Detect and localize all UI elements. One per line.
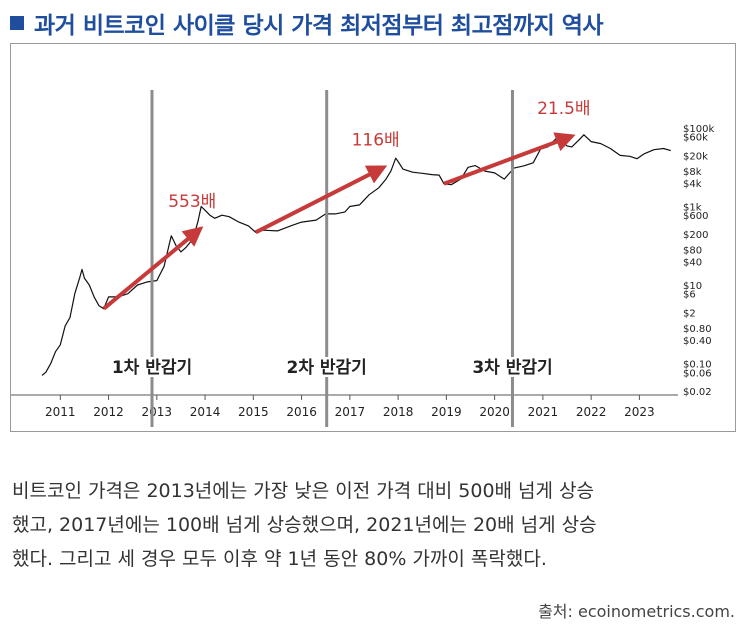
growth-arrow xyxy=(102,226,204,311)
price-chart: 2011 2012 2013 2014 2015 2016 2017 2018 2019 2020… xyxy=(11,90,714,427)
growth-label: 553배 xyxy=(168,192,216,212)
y-tick-label: $60k xyxy=(683,133,708,144)
y-tick-label: $40 xyxy=(683,257,702,268)
chart-panel: 2011 2012 2013 2014 2015 2016 2017 2018 2019 2020… xyxy=(10,43,736,432)
price-line xyxy=(41,134,671,376)
y-tick-label: $6 xyxy=(683,290,696,301)
y-tick-label: $0.40 xyxy=(683,336,712,347)
header: 과거 비트코인 사이클 당시 가격 최저점부터 최고점까지 역사 xyxy=(10,6,604,40)
title-bullet-icon xyxy=(10,16,24,30)
x-tick-label: 2018 xyxy=(383,405,414,419)
x-tick-label: 2017 xyxy=(335,405,366,419)
y-tick-label: $2 xyxy=(683,308,696,319)
x-tick-label: 2023 xyxy=(624,405,655,419)
y-tick-label: $8k xyxy=(683,167,702,178)
y-tick-label: $0.06 xyxy=(683,368,712,379)
x-tick-label: 2011 xyxy=(45,405,76,419)
y-tick-label: $200 xyxy=(683,230,708,241)
x-tick-label: 2020 xyxy=(479,405,510,419)
x-tick-label: 2014 xyxy=(190,405,221,419)
x-tick-label: 2016 xyxy=(286,405,317,419)
source-note: 출처: ecoinometrics.com. xyxy=(538,602,735,621)
halving-label: 1차 반감기 xyxy=(112,358,192,378)
x-tick-label: 2013 xyxy=(142,405,173,419)
x-tick-label: 2021 xyxy=(528,405,559,419)
y-tick-label: $100k xyxy=(683,124,714,135)
caption-line-2: 했고, 2017년에는 100배 넘게 상승했으며, 2021년에는 20배 넘… xyxy=(12,514,597,536)
caption-line-3: 했다. 그리고 세 경우 모두 이후 약 1년 동안 80% 가까이 폭락했다. xyxy=(12,548,547,570)
x-tick-label: 2012 xyxy=(93,405,124,419)
halving-label: 2차 반감기 xyxy=(287,358,367,378)
y-tick-label: $1k xyxy=(683,203,702,214)
caption-line-1: 비트코인 가격은 2013년에는 가장 낮은 이전 가격 대비 500배 넘게 … xyxy=(12,480,595,502)
growth-arrow xyxy=(254,165,388,235)
y-tick-label: $4k xyxy=(683,179,702,190)
x-tick-label: 2022 xyxy=(576,405,607,419)
y-tick-label: $10 xyxy=(683,281,702,292)
y-tick-label: $0.02 xyxy=(683,387,712,398)
y-tick-label: $600 xyxy=(683,211,708,222)
growth-arrow xyxy=(443,132,576,186)
growth-label: 116배 xyxy=(352,130,400,150)
y-tick-label: $80 xyxy=(683,246,702,257)
x-tick-label: 2015 xyxy=(238,405,269,419)
y-tick-label: $0.80 xyxy=(683,324,712,335)
caption: 비트코인 가격은 2013년에는 가장 낮은 이전 가격 대비 500배 넘게 … xyxy=(12,474,736,576)
y-tick-label: $0.10 xyxy=(683,360,712,371)
x-tick-label: 2019 xyxy=(431,405,462,419)
halving-label: 3차 반감기 xyxy=(472,358,552,378)
y-tick-label: $20k xyxy=(683,151,708,162)
growth-label: 21.5배 xyxy=(537,99,591,119)
page-title: 과거 비트코인 사이클 당시 가격 최저점부터 최고점까지 역사 xyxy=(34,13,604,39)
